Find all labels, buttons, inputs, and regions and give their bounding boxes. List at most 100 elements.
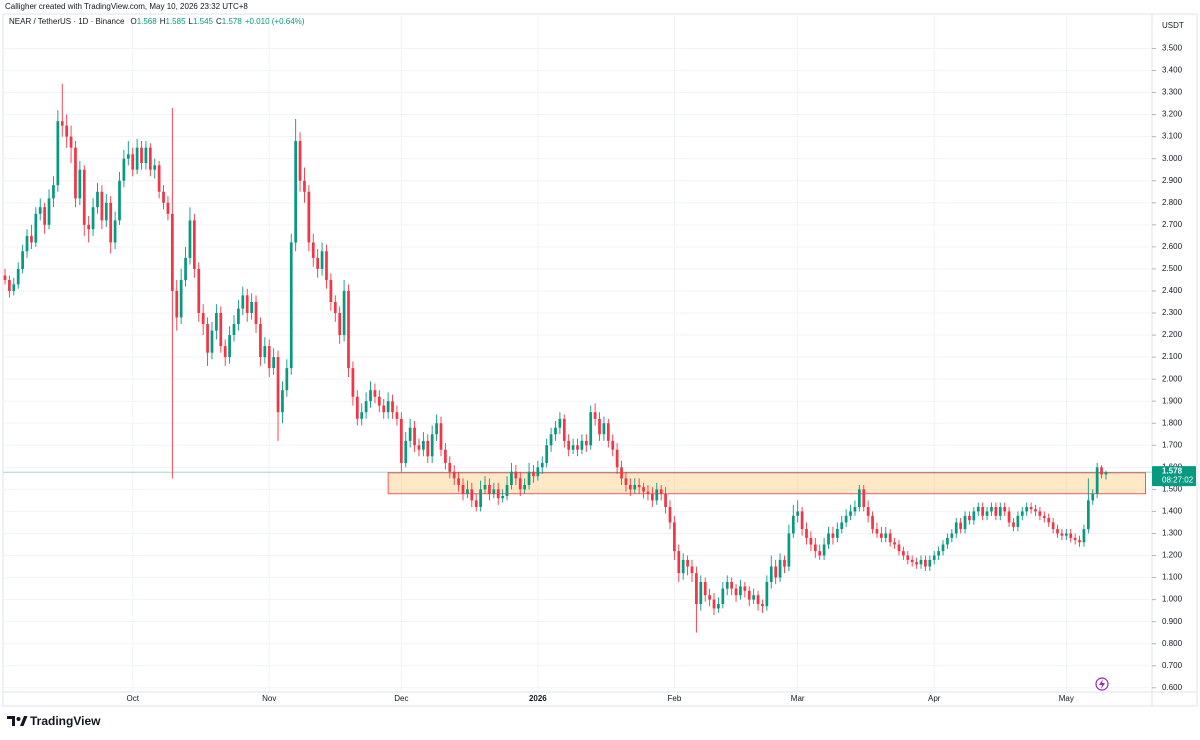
candle-body bbox=[373, 390, 377, 397]
candle-body bbox=[888, 533, 892, 543]
candle-body bbox=[1078, 540, 1081, 543]
candle-body bbox=[910, 559, 914, 563]
candle-body bbox=[303, 180, 306, 192]
candle-body bbox=[395, 412, 399, 419]
candle-body bbox=[985, 511, 989, 516]
candle-body bbox=[774, 566, 778, 578]
candle-body bbox=[148, 147, 152, 170]
candle-body bbox=[479, 489, 482, 508]
candle-body bbox=[946, 537, 949, 545]
candle-body bbox=[615, 449, 619, 468]
candle-body bbox=[549, 434, 553, 446]
candle-body bbox=[496, 489, 500, 499]
candle-body bbox=[734, 588, 738, 596]
candle-body bbox=[849, 511, 852, 516]
ohlc-key: O bbox=[130, 17, 136, 26]
x-tick-label: May bbox=[1059, 694, 1074, 703]
y-tick-label: 2.800 bbox=[1162, 198, 1183, 207]
logo: TradingView bbox=[7, 714, 101, 728]
y-tick-label: 2.200 bbox=[1162, 330, 1183, 339]
x-tick-label: Apr bbox=[928, 694, 941, 703]
candle-body bbox=[897, 544, 901, 552]
candle-body bbox=[941, 544, 945, 552]
candle-body bbox=[576, 445, 579, 450]
candle-body bbox=[681, 559, 685, 574]
candle-body bbox=[624, 478, 628, 485]
candle-body bbox=[259, 324, 262, 358]
candle-body bbox=[562, 418, 566, 441]
candle-body bbox=[1042, 515, 1046, 519]
candle-body bbox=[38, 207, 42, 214]
candle-body bbox=[298, 141, 302, 181]
candle-body bbox=[642, 487, 645, 492]
candle-body bbox=[761, 604, 764, 607]
candle-body bbox=[791, 515, 795, 534]
candle-body bbox=[835, 529, 839, 538]
candle-body bbox=[994, 507, 998, 516]
candle-body bbox=[725, 581, 729, 589]
candle-body bbox=[954, 522, 958, 534]
candle-body bbox=[1051, 522, 1055, 530]
candle-body bbox=[377, 396, 381, 406]
candle-body bbox=[3, 275, 7, 280]
y-tick-label: 1.100 bbox=[1162, 573, 1183, 582]
y-tick-label: 3.100 bbox=[1162, 132, 1183, 141]
candle-body bbox=[60, 121, 64, 126]
candle-body bbox=[426, 440, 430, 457]
candle-body bbox=[382, 405, 386, 413]
candle-body bbox=[769, 566, 773, 582]
candle-body bbox=[289, 242, 293, 369]
y-tick-label: 2.000 bbox=[1162, 374, 1183, 383]
candle-body bbox=[928, 559, 932, 567]
candle-body bbox=[932, 555, 936, 560]
candle-body bbox=[778, 559, 782, 578]
candle-body bbox=[25, 235, 29, 252]
candle-body bbox=[937, 551, 940, 556]
candle-body bbox=[360, 412, 364, 419]
candle-body bbox=[813, 544, 817, 552]
candle-body bbox=[703, 581, 707, 596]
candle-body bbox=[470, 489, 474, 501]
x-tick-label: Feb bbox=[667, 694, 681, 703]
candle-body bbox=[1095, 467, 1099, 494]
candle-body bbox=[646, 491, 650, 494]
candle-body bbox=[65, 125, 69, 137]
candle-body bbox=[655, 489, 659, 501]
y-tick-label: 1.000 bbox=[1162, 595, 1183, 604]
change: +0.010 (+0.64%) bbox=[245, 17, 305, 26]
candle-body bbox=[1034, 509, 1037, 512]
candle-body bbox=[1091, 493, 1095, 501]
candle-body bbox=[153, 165, 157, 170]
candle-body bbox=[12, 284, 16, 291]
candle-body bbox=[822, 544, 826, 556]
candle-body bbox=[1056, 529, 1059, 534]
y-tick-label: 1.500 bbox=[1162, 484, 1183, 493]
candle-body bbox=[844, 515, 848, 523]
y-tick-label: 3.200 bbox=[1162, 110, 1183, 119]
candle-body bbox=[651, 493, 654, 501]
price-label: 1.578 bbox=[1162, 466, 1183, 475]
candle-body bbox=[765, 581, 769, 607]
candle-body bbox=[444, 449, 447, 463]
candle-body bbox=[188, 220, 192, 258]
candle-body bbox=[805, 529, 808, 538]
candle-body bbox=[747, 590, 751, 600]
candle-body bbox=[386, 401, 390, 413]
candle-body bbox=[179, 279, 183, 318]
candle-body bbox=[404, 440, 408, 463]
candle-body bbox=[637, 484, 641, 488]
candle-body bbox=[611, 440, 615, 450]
candle-body bbox=[906, 555, 910, 560]
candle-body bbox=[126, 154, 130, 159]
candle-body bbox=[787, 533, 791, 567]
candle-body bbox=[1100, 467, 1103, 475]
candle-body bbox=[796, 511, 800, 516]
candle-body bbox=[501, 495, 504, 499]
candle-body bbox=[976, 507, 980, 512]
candle-body bbox=[668, 507, 672, 523]
candle-body bbox=[673, 522, 676, 552]
candle-body bbox=[87, 224, 91, 230]
candle-body bbox=[69, 136, 73, 148]
